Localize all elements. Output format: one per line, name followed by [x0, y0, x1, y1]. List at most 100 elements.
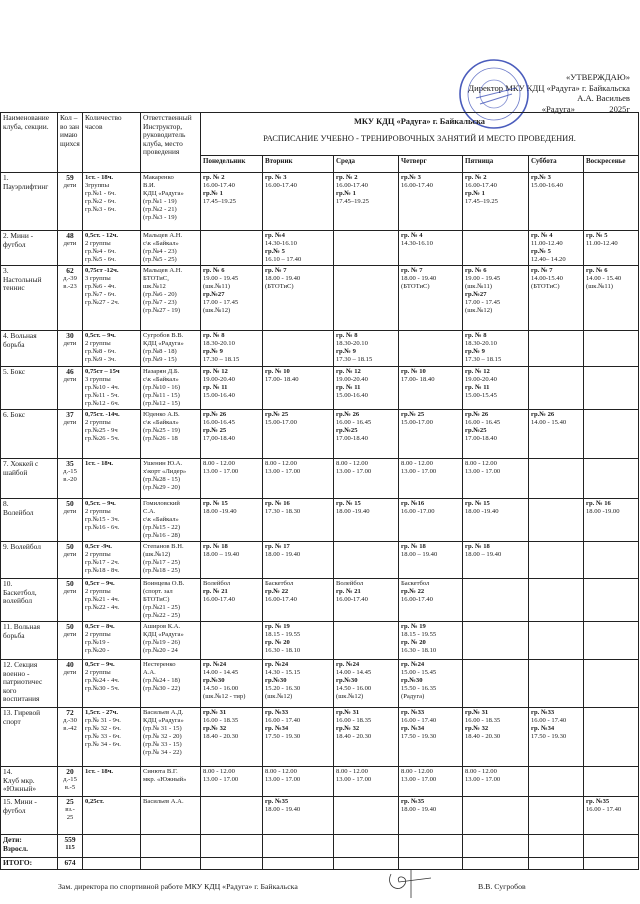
- cell-line: гр. №34: [401, 725, 425, 732]
- day-cell: гр. № 10 17.00- 18.40: [398, 366, 463, 410]
- day-cell: [583, 541, 639, 579]
- cell-line: гр. №24: [203, 661, 227, 668]
- cell-line: борьба: [3, 630, 25, 640]
- cell-line: 17.30 – 18.15: [203, 356, 240, 363]
- cell-line: гр. № 10: [265, 368, 290, 375]
- cell-line: гр. №35: [265, 798, 289, 805]
- day-cell: гр. №35 18.00 - 19.40: [262, 796, 334, 835]
- cell-line: (гр.№7 - 23): [143, 299, 177, 306]
- cell-line: 16.00 - 18.35: [336, 717, 372, 724]
- cell-line: теннис: [3, 283, 25, 293]
- day-cell: гр. № 12 19.00-20.40 гр. № 11 15.00-16.40: [333, 366, 399, 410]
- cell-line: гр. № 19: [401, 623, 426, 630]
- cell-line: гр.№ 26: [203, 411, 227, 418]
- instructor-cell: Степанов В.Н. (шк.№12) (гр.№17 - 25) (гр.№1…: [140, 541, 201, 579]
- cell-line: 14.00 - 14.45: [203, 669, 239, 676]
- day-cell: гр. № 16 17.30 - 18.30: [262, 498, 334, 542]
- cell-line: 1,5ст. - 27ч.: [85, 709, 119, 716]
- cell-line: в.-20: [63, 476, 77, 483]
- day-cell: гр. №33 16.00 - 17.40 гр. №34 17.50 - 19.30: [262, 707, 334, 767]
- cell-line: гр.№12 - 6ч.: [85, 400, 120, 407]
- cell-line: дети: [63, 588, 77, 595]
- cell-line: 1ст. - 18ч.: [85, 768, 114, 775]
- cell-line: 5. Бокс: [3, 367, 26, 376]
- cell-line: 0,75ст – 15ч: [85, 368, 120, 375]
- day-cell: гр. № 2 16.00-17.40 гр.№ 1 17.45–19.25: [333, 172, 399, 231]
- cell-line: 13.00 - 17.00: [203, 776, 239, 783]
- day-cell: гр. № 8 18.30-20.10 гр.№ 9 17.30 – 18.15: [200, 330, 263, 367]
- cell-line: Настольный: [3, 274, 42, 284]
- cell-line: КДЦ «Радуга»: [143, 190, 184, 197]
- cell-line: 14.30-16.10: [401, 240, 433, 247]
- participant-count: 30 дети: [57, 330, 83, 367]
- cell-line: (гр.№ 34 - 22): [143, 749, 182, 756]
- cell-line: гр.№25: [465, 427, 487, 434]
- children-label: Дети:: [3, 835, 22, 844]
- cell-line: 16.00 - 18.35: [465, 717, 501, 724]
- cell-line: (гр.№25 - 19): [143, 427, 181, 434]
- day-cell: [583, 578, 639, 622]
- day-cell: гр.№ 25 15.00-17.00: [398, 409, 463, 459]
- grand-total-row: ИТОГО: 674: [0, 857, 639, 870]
- table-row: 1. Пауэрлифтинг 59 дети 1ст. - 18ч. 3группы гр…: [0, 172, 639, 231]
- day-cell: 8.00 - 12.00 13.00 - 17.00: [333, 458, 399, 499]
- cell-line: шайбой: [3, 467, 28, 477]
- cell-line: (гр.№15 - 22): [143, 524, 181, 531]
- schedule-title: РАСПИСАНИЕ УЧЕБНО - ТРЕНИРОВОЧНЫХ ЗАНЯТИ…: [263, 134, 576, 143]
- cell-line: В.И.: [143, 182, 156, 189]
- cell-line: 15. Мини -: [3, 797, 37, 806]
- approval-title: «УТВЕРЖДАЮ»: [566, 72, 630, 82]
- header-count: Кол – во занимающихся: [57, 112, 83, 173]
- cell-line: гр.№8 - 6ч.: [85, 348, 116, 355]
- day-cell: [583, 330, 639, 367]
- cell-line: гр.№27: [203, 291, 225, 298]
- day-cell: 8.00 - 12.00 13.00 - 17.00: [200, 458, 263, 499]
- day-cell: [583, 621, 639, 660]
- day-cell: 8.00 - 12.00 13.00 - 17.00: [398, 766, 463, 797]
- cell-line: 17.45–19.25: [203, 198, 236, 205]
- day-cell: Волейбол гр. № 21 16.00-17.40: [200, 578, 263, 622]
- day-cell: [528, 541, 584, 579]
- cell-line: футбол: [3, 239, 26, 249]
- cell-line: 13.00 - 17.00: [336, 468, 372, 475]
- cell-line: 14.00-15.40: [531, 275, 563, 282]
- day-cell: 8.00 - 12.00 13.00 - 17.00: [333, 766, 399, 797]
- day-cell: Баскетбол гр.№ 22 16.00-17.40: [262, 578, 334, 622]
- day-cell: [528, 330, 584, 367]
- cell-line: 17.00- 18.40: [401, 376, 435, 383]
- cell-line: дети: [63, 240, 77, 247]
- cell-line: гр.№25 - 9ч: [85, 427, 118, 434]
- hours-cell: 0,5ст – 9ч. 2 группы гр.№21 - 4ч. гр.№22 - …: [82, 578, 141, 622]
- day-cell: гр. № 19 18.15 - 19.55 гр. № 20 16.30 - 18.…: [262, 621, 334, 660]
- day-cell: [398, 330, 463, 367]
- cell-line: дети: [63, 182, 77, 189]
- cell-line: гр.№ 34 - 6ч.: [85, 741, 121, 748]
- footer-signer: В.В. Сугробов: [478, 882, 526, 891]
- cell-line: гр. №33: [531, 709, 555, 716]
- section-name: 3. Настольный теннис: [0, 265, 58, 331]
- cell-line: (гр.№3 - 19): [143, 214, 177, 221]
- cell-line: 2 группы: [85, 551, 111, 558]
- cell-line: 2 группы: [85, 669, 111, 676]
- cell-line: гр.№7 - 6ч.: [85, 291, 116, 298]
- cell-line: 2. Мини -: [3, 231, 34, 240]
- day-cell: гр. № 6 19.00 - 19.45 (шк.№11) гр.№27 17.00 …: [200, 265, 263, 331]
- schedule-table: Наименование клуба, секции. Кол – во зан…: [0, 112, 639, 870]
- day-cell: гр. № 15 18.00 -19.40: [462, 498, 529, 542]
- cell-line: 17.50 - 19.30: [401, 733, 437, 740]
- cell-line: 1.: [3, 173, 9, 182]
- cell-line: в.-23: [63, 283, 77, 290]
- instructor-cell: Мальцев А.Н. с\к «Байкал» (гр.№4 - 23) (гр.…: [140, 230, 201, 266]
- approval-year: 2025г: [609, 103, 630, 114]
- cell-line: 17.50 - 19.30: [531, 733, 567, 740]
- cell-line: дети: [63, 340, 77, 347]
- cell-line: 17.50 - 19.30: [265, 733, 301, 740]
- cell-line: Васильев А.А.: [143, 798, 184, 805]
- header-day: Вторник: [262, 155, 334, 173]
- day-cell: гр.№ 26 16.00 - 16.45 гр.№25 17.00-18.40: [333, 409, 399, 459]
- cell-line: 3 группы: [85, 275, 111, 282]
- day-cell: гр. № 12 19.00-20.40 гр. № 11 15.00-15.45: [462, 366, 529, 410]
- cell-line: (гр.№26 - 18: [143, 435, 178, 442]
- day-cell: гр.№ 25 15.00-17.00: [262, 409, 334, 459]
- cell-line: (шк.№12): [203, 307, 231, 314]
